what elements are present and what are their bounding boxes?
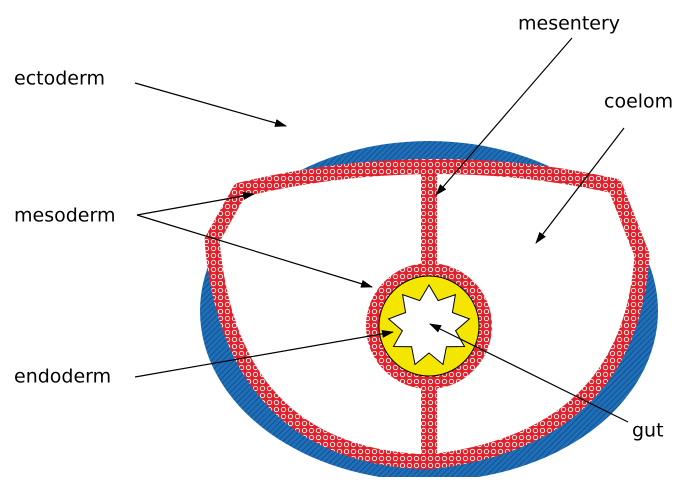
label: endoderm: [14, 366, 111, 388]
label: ectoderm: [14, 68, 105, 90]
diagram: ectoderm mesentery coelom mesoderm endod…: [0, 0, 700, 477]
label: gut: [632, 420, 664, 442]
label: mesentery: [518, 13, 620, 35]
page: ectoderm mesentery coelom mesoderm endod…: [0, 0, 700, 477]
arrow: [135, 83, 286, 126]
label: mesoderm: [14, 205, 115, 227]
label: coelom: [604, 91, 673, 113]
